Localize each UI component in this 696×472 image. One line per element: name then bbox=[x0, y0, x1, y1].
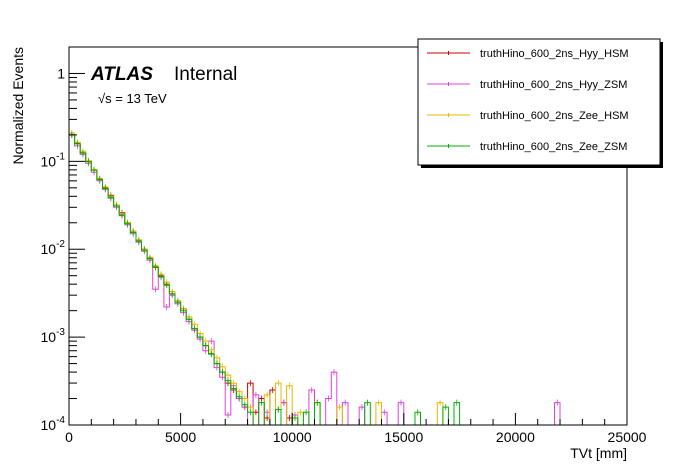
legend-entry: truthHino_600_2ns_Zee_HSM bbox=[427, 110, 629, 122]
internal-label: Internal bbox=[174, 64, 237, 85]
y-axis-title: Normalized Events bbox=[10, 47, 26, 165]
atlas-label: ATLAS bbox=[90, 64, 153, 85]
energy-label: √s = 13 TeV bbox=[98, 91, 167, 106]
legend-entry: truthHino_600_2ns_Zee_ZSM bbox=[427, 141, 627, 153]
legend: truthHino_600_2ns_Hyy_HSM truthHino_600_2… bbox=[417, 38, 663, 168]
legend-entry: truthHino_600_2ns_Hyy_ZSM bbox=[427, 79, 627, 91]
y-tick-label: 10-2 bbox=[41, 239, 66, 257]
x-tick-label: 15000 bbox=[384, 429, 423, 445]
series-truthHino_600_2ns_Hyy_ZSM bbox=[68, 131, 561, 425]
x-tick-label: 5000 bbox=[165, 429, 196, 445]
legend-entries: truthHino_600_2ns_Hyy_HSM truthHino_600_2… bbox=[427, 48, 629, 153]
series-line bbox=[68, 132, 444, 425]
x-tick-label: 20000 bbox=[496, 429, 535, 445]
y-axis: 10-4 10-3 10-2 10-1 1 bbox=[41, 46, 85, 433]
legend-label: truthHino_600_2ns_Hyy_ZSM bbox=[480, 79, 627, 91]
y-tick-label: 1 bbox=[57, 65, 65, 81]
x-tick-label: 25000 bbox=[608, 429, 647, 445]
series-line bbox=[68, 134, 461, 425]
x-axis: 0 5000 10000 15000 20000 25000 bbox=[65, 413, 647, 445]
series-truthHino_600_2ns_Zee_ZSM bbox=[68, 131, 461, 425]
legend-label: truthHino_600_2ns_Zee_HSM bbox=[480, 110, 629, 122]
legend-entry: truthHino_600_2ns_Hyy_HSM bbox=[427, 48, 629, 60]
energy-value: = 13 TeV bbox=[112, 91, 167, 106]
legend-label: truthHino_600_2ns_Zee_ZSM bbox=[480, 141, 627, 153]
x-tick-label: 10000 bbox=[273, 429, 312, 445]
series-truthHino_600_2ns_Zee_HSM bbox=[68, 130, 444, 425]
y-tick-label: 10-3 bbox=[41, 327, 66, 345]
legend-box bbox=[417, 38, 661, 166]
legend-label: truthHino_600_2ns_Hyy_HSM bbox=[480, 48, 629, 60]
x-axis-title: TVt [mm] bbox=[570, 445, 627, 461]
series-line bbox=[68, 134, 561, 425]
energy-sqrt: √s bbox=[98, 91, 112, 106]
y-tick-label: 10-4 bbox=[41, 415, 66, 433]
series-truthHino_600_2ns_Hyy_HSM bbox=[68, 131, 293, 425]
plot-frame bbox=[68, 46, 628, 426]
series-layer bbox=[68, 130, 561, 425]
x-tick-label: 0 bbox=[65, 429, 73, 445]
y-tick-label: 10-1 bbox=[41, 151, 66, 169]
